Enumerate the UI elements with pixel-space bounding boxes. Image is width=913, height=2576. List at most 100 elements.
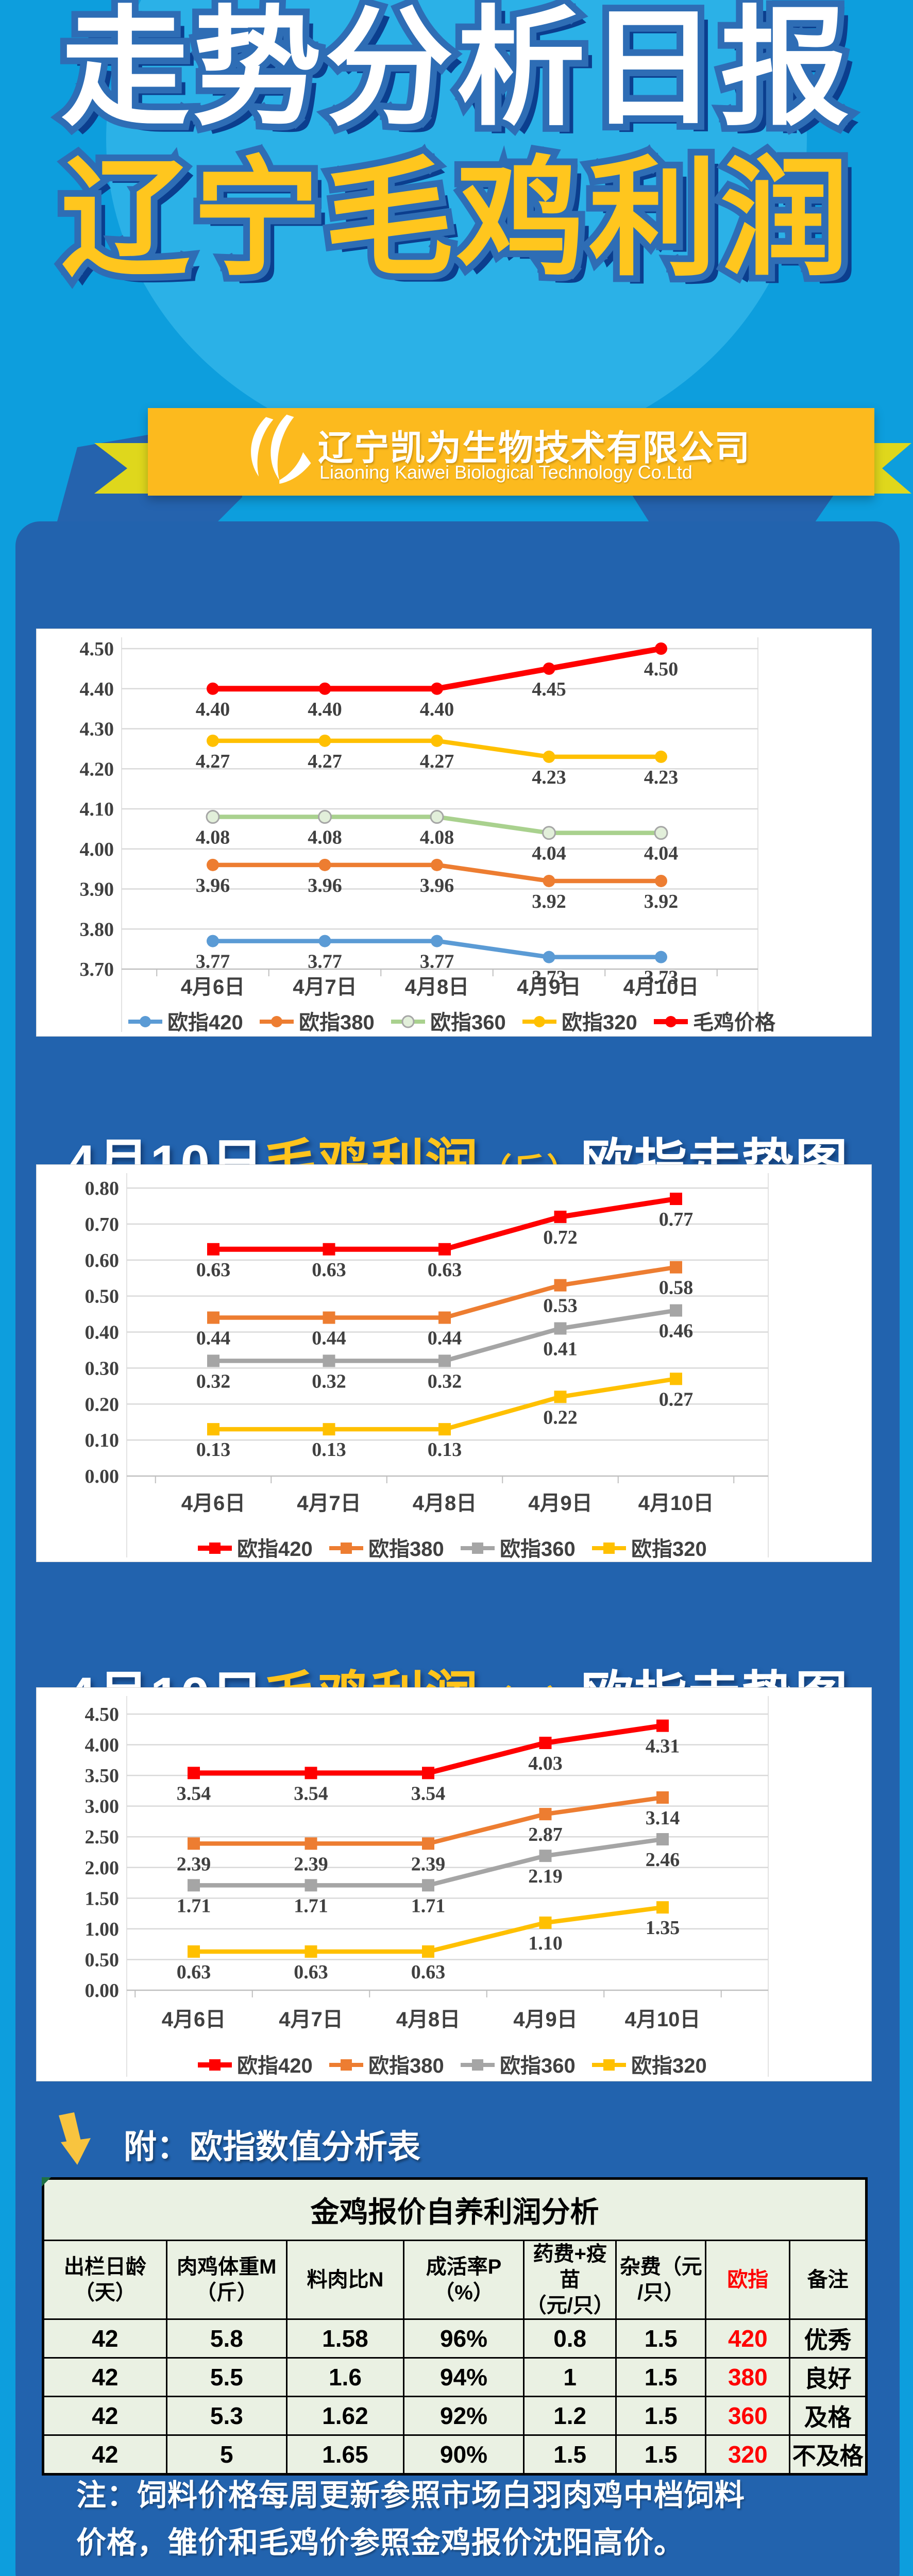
svg-text:4.20: 4.20 bbox=[80, 758, 114, 780]
svg-text:1.35: 1.35 bbox=[646, 1917, 680, 1939]
svg-text:2.19: 2.19 bbox=[528, 1866, 563, 1887]
poster-title-line2-outline: 走势分析日报 bbox=[54, 0, 856, 143]
svg-text:4.00: 4.00 bbox=[85, 1735, 120, 1756]
svg-text:3.92: 3.92 bbox=[532, 891, 566, 912]
svg-text:1.71: 1.71 bbox=[294, 1895, 328, 1917]
svg-text:4.40: 4.40 bbox=[196, 699, 230, 720]
svg-text:0.27: 0.27 bbox=[659, 1388, 694, 1410]
svg-text:0.50: 0.50 bbox=[85, 1286, 120, 1308]
svg-text:4.50: 4.50 bbox=[644, 658, 679, 680]
table-column-header: 杂费（元/只） bbox=[615, 2240, 707, 2320]
svg-text:1.71: 1.71 bbox=[177, 1895, 211, 1917]
table-cell: 380 bbox=[705, 2357, 791, 2397]
poster-title-line1-outline: 辽宁毛鸡利润 bbox=[54, 144, 856, 294]
table-cell: 90% bbox=[402, 2434, 525, 2475]
poster-title-line2: 走势分析日报 走势分析日报 bbox=[0, 0, 913, 143]
svg-text:2.87: 2.87 bbox=[528, 1824, 563, 1845]
table-cell: 5 bbox=[165, 2434, 288, 2475]
svg-text:0.63: 0.63 bbox=[312, 1259, 346, 1281]
svg-text:4月9日: 4月9日 bbox=[528, 1492, 593, 1515]
table-cell: 1 bbox=[523, 2357, 617, 2397]
svg-text:4.27: 4.27 bbox=[196, 751, 230, 772]
svg-text:4.30: 4.30 bbox=[80, 719, 114, 740]
svg-text:2.39: 2.39 bbox=[177, 1853, 211, 1875]
svg-text:欧指380: 欧指380 bbox=[368, 1538, 444, 1561]
svg-text:0.63: 0.63 bbox=[294, 1961, 328, 1983]
svg-text:欧指360: 欧指360 bbox=[430, 1011, 506, 1034]
note-block: 注：饲料价格每周更新参照市场白羽肉鸡中档饲料 价格，雏价和毛鸡价参照金鸡报价沈阳… bbox=[76, 2472, 859, 2567]
svg-text:4.00: 4.00 bbox=[80, 839, 114, 860]
svg-text:4月8日: 4月8日 bbox=[396, 2008, 461, 2031]
svg-text:0.80: 0.80 bbox=[85, 1178, 120, 1199]
svg-text:0.32: 0.32 bbox=[428, 1370, 462, 1392]
content-panel: 4月10日毛鸡成本欧指走势图 4.504.404.304.204.104.003… bbox=[15, 521, 900, 2576]
svg-text:4.08: 4.08 bbox=[308, 827, 342, 849]
table-cell: 1.5 bbox=[615, 2396, 707, 2436]
svg-text:3.73: 3.73 bbox=[532, 967, 566, 989]
svg-text:0.63: 0.63 bbox=[428, 1259, 462, 1281]
table-cell: 42 bbox=[42, 2357, 167, 2397]
svg-text:0.77: 0.77 bbox=[659, 1209, 694, 1230]
table-cell: 优秀 bbox=[789, 2318, 867, 2359]
svg-text:4.50: 4.50 bbox=[85, 1704, 120, 1725]
svg-text:3.96: 3.96 bbox=[420, 875, 454, 896]
svg-text:0.20: 0.20 bbox=[85, 1394, 120, 1415]
svg-text:3.92: 3.92 bbox=[644, 891, 679, 912]
svg-text:0.10: 0.10 bbox=[85, 1430, 120, 1451]
table-cell: 不及格 bbox=[789, 2434, 867, 2475]
svg-text:2.39: 2.39 bbox=[411, 1853, 446, 1875]
svg-text:1.71: 1.71 bbox=[411, 1895, 446, 1917]
svg-text:4月7日: 4月7日 bbox=[293, 976, 357, 998]
svg-text:4月10日: 4月10日 bbox=[638, 1492, 714, 1515]
svg-text:0.44: 0.44 bbox=[196, 1328, 231, 1349]
svg-text:4.40: 4.40 bbox=[308, 699, 342, 720]
svg-text:4月6日: 4月6日 bbox=[162, 2008, 226, 2031]
svg-text:欧指320: 欧指320 bbox=[631, 2055, 707, 2077]
table-column-header: 出栏日龄 （天） bbox=[42, 2240, 167, 2320]
note-line-1: 注：饲料价格每周更新参照市场白羽肉鸡中档饲料 bbox=[76, 2479, 746, 2512]
table-title: 金鸡报价自养利润分析 bbox=[42, 2178, 867, 2241]
svg-text:0.30: 0.30 bbox=[85, 1358, 120, 1379]
svg-text:3.00: 3.00 bbox=[85, 1796, 120, 1818]
note-line-2: 价格，雏价和毛鸡价参照金鸡报价沈阳高价。 bbox=[76, 2526, 685, 2560]
table-row: 42 5.5 1.6 94% 1 1.5 380 良好 bbox=[42, 2357, 867, 2397]
svg-text:3.54: 3.54 bbox=[411, 1783, 446, 1804]
analysis-heading-text: 附：欧指数值分析表 bbox=[124, 2128, 420, 2165]
svg-text:0.32: 0.32 bbox=[312, 1370, 346, 1392]
svg-text:0.63: 0.63 bbox=[177, 1961, 211, 1983]
table-row: 42 5.3 1.62 92% 1.2 1.5 360 及格 bbox=[42, 2396, 867, 2436]
table-cell: 及格 bbox=[789, 2396, 867, 2436]
poster-title-line1: 辽宁毛鸡利润 辽宁毛鸡利润 bbox=[0, 144, 913, 294]
table-cell: 1.2 bbox=[523, 2396, 617, 2436]
svg-text:3.77: 3.77 bbox=[196, 951, 230, 973]
svg-text:4.31: 4.31 bbox=[646, 1736, 680, 1757]
svg-text:0.53: 0.53 bbox=[543, 1295, 578, 1317]
table-cell: 1.5 bbox=[615, 2434, 707, 2475]
svg-text:4月10日: 4月10日 bbox=[623, 976, 699, 998]
svg-text:0.58: 0.58 bbox=[659, 1277, 694, 1299]
svg-text:0.32: 0.32 bbox=[196, 1370, 231, 1392]
table-row: 42 5 1.65 90% 1.5 1.5 320 不及格 bbox=[42, 2434, 867, 2475]
svg-text:2.46: 2.46 bbox=[646, 1849, 680, 1871]
svg-text:0.63: 0.63 bbox=[196, 1259, 231, 1281]
svg-text:4月10日: 4月10日 bbox=[625, 2008, 701, 2031]
svg-text:4月6日: 4月6日 bbox=[181, 1492, 246, 1515]
company-name-en: Liaoning Kaiwei Biological Technology Co… bbox=[319, 462, 692, 483]
svg-text:3.77: 3.77 bbox=[308, 951, 342, 973]
table-column-header: 药费+疫苗 （元/只） bbox=[523, 2240, 617, 2320]
svg-text:4.27: 4.27 bbox=[308, 751, 342, 772]
profit-per-bird-chart: 4.50 4.00 3.50 3.00 2.50 2.00 1.50 1.00 0.50 0.00… bbox=[85, 1696, 769, 2077]
company-name-cn: 辽宁凯为生物技术有限公司 bbox=[318, 429, 751, 468]
table-cell: 良好 bbox=[789, 2357, 867, 2397]
svg-text:3.54: 3.54 bbox=[177, 1783, 211, 1804]
svg-text:3.96: 3.96 bbox=[196, 875, 230, 896]
svg-text:3.54: 3.54 bbox=[294, 1783, 328, 1804]
svg-text:3.73: 3.73 bbox=[644, 967, 679, 989]
table-cell: 96% bbox=[402, 2318, 525, 2359]
svg-text:4.23: 4.23 bbox=[532, 767, 566, 788]
svg-text:欧指320: 欧指320 bbox=[562, 1011, 637, 1034]
table-cell: 1.5 bbox=[523, 2434, 617, 2475]
svg-text:2.50: 2.50 bbox=[85, 1826, 120, 1848]
profit-per-jin-chart: 0.80 0.70 0.60 0.50 0.40 0.30 0.20 0.10 0.00 0.63… bbox=[85, 1173, 769, 1561]
